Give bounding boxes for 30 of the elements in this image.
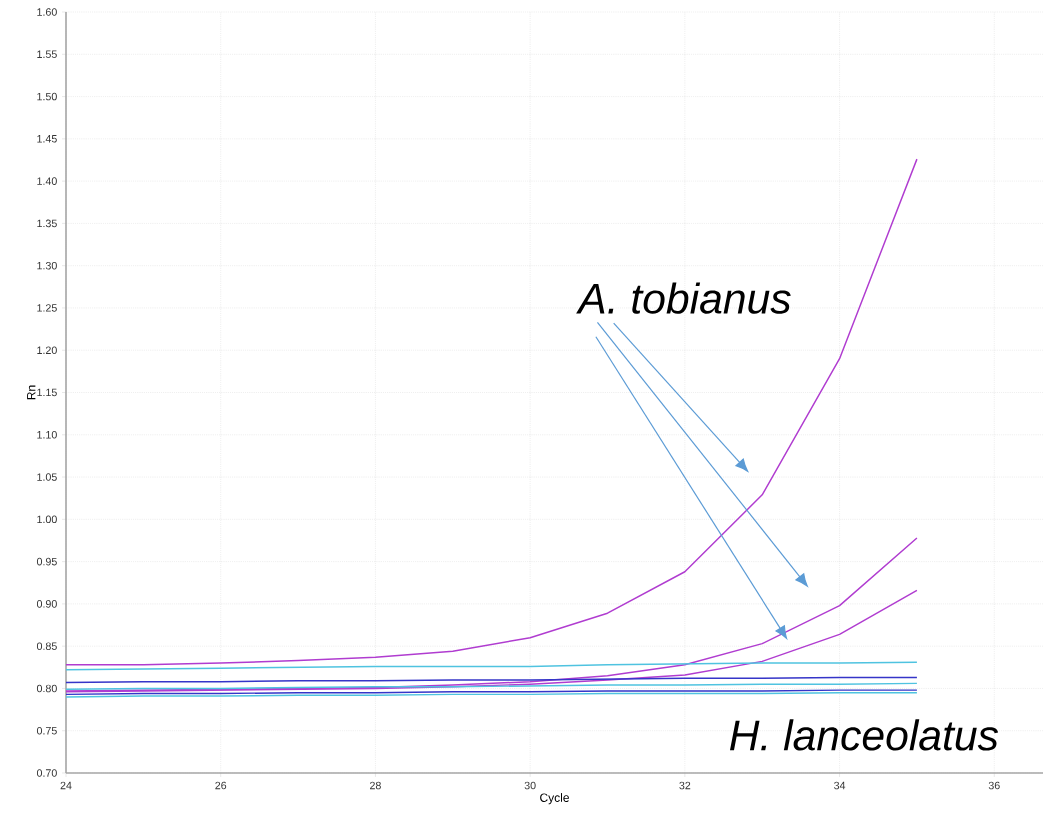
y-tick-label: 1.35 xyxy=(37,219,57,228)
x-tick-label: 30 xyxy=(524,781,536,790)
y-tick-label: 0.75 xyxy=(36,726,57,735)
y-tick-label: 1.15 xyxy=(37,388,57,397)
x-tick-label: 36 xyxy=(988,781,1000,790)
y-tick-label: 1.60 xyxy=(37,8,57,16)
x-axis-title: Cycle xyxy=(540,793,569,805)
y-tick-label: 0.95 xyxy=(36,557,57,566)
y-tick-label: 1.40 xyxy=(37,177,57,185)
y-tick-label: 0.90 xyxy=(36,600,57,608)
annotation: A. tobianus xyxy=(576,282,791,314)
y-axis-title: Rn xyxy=(27,385,36,400)
y-tick-label: 0.80 xyxy=(36,684,57,693)
x-tick-label: 26 xyxy=(215,781,227,790)
x-tick-label: 28 xyxy=(370,781,381,790)
y-tick-label: 0.70 xyxy=(36,769,57,777)
y-tick-label: 1.00 xyxy=(37,515,57,524)
y-tick-label: 0.85 xyxy=(36,642,57,650)
y-tick-label: 1.20 xyxy=(37,346,57,354)
y-tick-label: 1.30 xyxy=(37,261,57,270)
x-tick-label: 34 xyxy=(834,781,846,790)
y-tick-label: 1.10 xyxy=(37,431,57,439)
y-tick-label: 1.55 xyxy=(37,50,57,59)
annotation: H. lanceolatus xyxy=(729,719,999,751)
y-tick-label: 1.45 xyxy=(37,135,57,143)
y-tick-label: 1.50 xyxy=(37,92,57,101)
x-tick-label: 32 xyxy=(679,781,691,790)
x-tick-label: 24 xyxy=(60,781,72,790)
y-tick-label: 1.25 xyxy=(37,304,57,312)
y-tick-label: 1.05 xyxy=(37,473,57,481)
